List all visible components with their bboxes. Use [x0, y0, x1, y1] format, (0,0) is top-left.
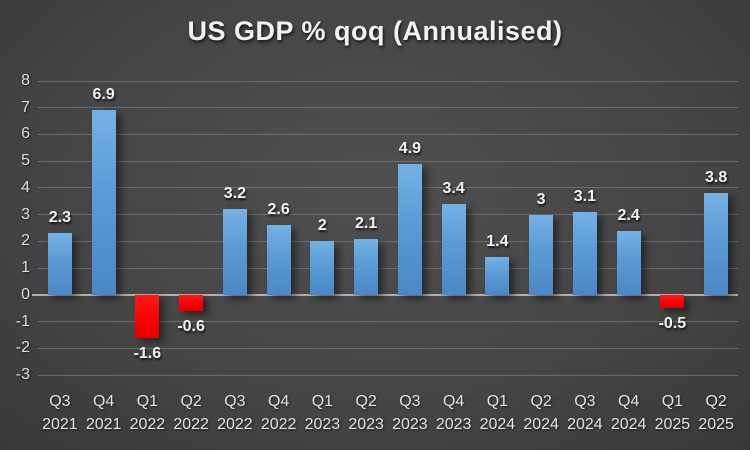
bar-value-label: 2.6 — [267, 201, 290, 219]
y-tick-label: -3 — [15, 366, 30, 383]
bar — [616, 230, 641, 295]
bar — [441, 203, 466, 295]
plot-area: 2.3 6.9 -1.6 -0.6 3.2 2.6 2 2.1 4.9 3.4 1.4 3 3.1 2.4… — [32, 80, 738, 376]
y-tick-label: 3 — [21, 205, 30, 223]
bar — [704, 193, 729, 295]
x-tick-label: Q1 2025 — [654, 393, 691, 433]
y-tick-label: 6 — [21, 125, 30, 143]
gridline — [38, 347, 738, 349]
bar-value-label: 3.1 — [573, 187, 596, 205]
bar — [397, 163, 422, 295]
bar — [266, 225, 291, 295]
bar — [47, 233, 72, 295]
gridline — [38, 374, 738, 376]
bar — [222, 209, 247, 295]
x-tick-label: Q2 2024 — [523, 393, 559, 433]
bar-value-label: 2.3 — [48, 209, 71, 227]
x-tick-label: Q4 2024 — [610, 393, 647, 433]
x-tick-label: Q3 2024 — [567, 393, 603, 433]
x-tick-label: Q3 2022 — [217, 393, 253, 433]
gridline — [38, 80, 738, 82]
bar-value-label: 3 — [536, 190, 546, 208]
y-tick-label: -2 — [15, 339, 30, 357]
gridline — [38, 107, 738, 109]
y-tick-label: 1 — [21, 259, 30, 277]
bar — [179, 294, 204, 311]
y-tick-label: 2 — [21, 232, 30, 250]
x-axis: Q3 2021 Q4 2021 Q1 2022 Q2 2022 Q3 2022 Q4 2022 Q1 20… — [38, 390, 738, 442]
bar-value-label: -1.6 — [133, 344, 162, 362]
y-tick-label: -1 — [15, 312, 30, 330]
bar — [354, 238, 379, 295]
x-tick-label: Q1 2024 — [479, 393, 516, 433]
bar-value-label: -0.5 — [658, 315, 687, 333]
x-tick-label: Q2 2025 — [698, 393, 734, 433]
bar — [310, 241, 335, 295]
bar — [572, 211, 597, 295]
zero-axis-line — [32, 293, 738, 296]
gridline — [38, 267, 738, 269]
gridline — [38, 240, 738, 242]
bar-value-label: 6.9 — [92, 86, 115, 104]
gridline — [38, 214, 738, 216]
y-tick-label: 0 — [21, 285, 30, 303]
bar-value-label: 4.9 — [398, 139, 421, 157]
bar-value-label: 2.4 — [617, 206, 640, 224]
gridline — [38, 187, 738, 189]
x-tick-label: Q2 2022 — [173, 393, 209, 433]
y-tick-label: 8 — [21, 72, 30, 89]
x-tick-label: Q2 2023 — [348, 393, 384, 433]
gridline — [38, 160, 738, 162]
bar-value-label: 3.8 — [705, 169, 728, 187]
x-tick-label: Q4 2021 — [85, 393, 122, 433]
y-tick-label: 7 — [21, 98, 30, 116]
x-tick-label: Q3 2023 — [392, 393, 428, 433]
bar — [660, 294, 685, 309]
x-tick-label: Q1 2023 — [304, 393, 341, 433]
bar-value-label: 1.4 — [486, 233, 509, 251]
gridline — [38, 133, 738, 135]
bar-value-label: 3.4 — [442, 179, 465, 197]
bar — [529, 214, 554, 295]
y-axis: 8 7 6 5 4 3 2 1 0 -1 -2 -3 — [0, 72, 30, 383]
bar — [135, 294, 160, 338]
chart-title: US GDP % qoq (Annualised) — [187, 16, 563, 46]
x-tick-label: Q4 2022 — [260, 393, 297, 433]
bar-value-label: 2.1 — [355, 214, 378, 232]
x-tick-label: Q3 2021 — [42, 393, 78, 433]
y-tick-label: 4 — [21, 178, 30, 196]
bar-value-label: 3.2 — [223, 185, 246, 203]
bar-value-label: 2 — [317, 217, 327, 235]
x-tick-label: Q1 2022 — [129, 393, 166, 433]
bar — [91, 110, 116, 295]
x-tick-label: Q4 2023 — [435, 393, 472, 433]
bar — [485, 257, 510, 295]
y-tick-label: 5 — [21, 152, 30, 170]
gridline — [38, 321, 738, 323]
bar-value-label: -0.6 — [177, 317, 205, 335]
